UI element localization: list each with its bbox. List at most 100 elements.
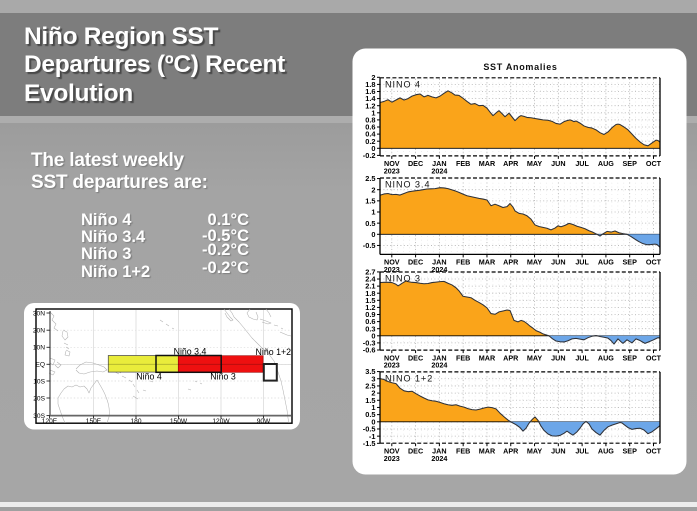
svg-text:Niño 3.4: Niño 3.4 — [174, 346, 207, 356]
svg-text:JAN: JAN — [432, 159, 446, 168]
svg-text:2024: 2024 — [431, 265, 447, 274]
svg-text:0.9: 0.9 — [365, 310, 375, 319]
svg-text:2.1: 2.1 — [365, 282, 375, 291]
svg-text:0: 0 — [371, 144, 375, 153]
svg-text:APR: APR — [503, 446, 519, 455]
svg-text:20S: 20S — [33, 395, 45, 402]
svg-text:JAN: JAN — [432, 446, 446, 455]
svg-text:JUN: JUN — [551, 353, 565, 362]
svg-text:SEP: SEP — [623, 353, 638, 362]
svg-text:DEC: DEC — [408, 353, 423, 362]
svg-text:OCT: OCT — [646, 446, 662, 455]
svg-text:FEB: FEB — [456, 258, 470, 267]
svg-text:JUN: JUN — [551, 446, 565, 455]
svg-text:JUL: JUL — [575, 353, 589, 362]
svg-text:DEC: DEC — [408, 258, 423, 267]
svg-text:JAN: JAN — [432, 353, 446, 362]
svg-text:2023: 2023 — [384, 361, 400, 370]
svg-text:2.7: 2.7 — [365, 268, 375, 277]
svg-text:2023: 2023 — [384, 265, 400, 274]
svg-text:MAR: MAR — [479, 159, 496, 168]
svg-text:JUN: JUN — [551, 159, 565, 168]
svg-text:0: 0 — [371, 417, 375, 426]
svg-text:MAY: MAY — [527, 353, 543, 362]
svg-text:2024: 2024 — [431, 167, 447, 176]
svg-text:0.6: 0.6 — [365, 317, 375, 326]
svg-text:FEB: FEB — [456, 446, 470, 455]
svg-text:1.5: 1.5 — [365, 396, 375, 405]
svg-text:180: 180 — [130, 418, 141, 425]
svg-text:0.4: 0.4 — [365, 130, 376, 139]
svg-text:-1.5: -1.5 — [363, 439, 376, 448]
svg-text:DEC: DEC — [408, 446, 423, 455]
svg-text:2: 2 — [371, 185, 375, 194]
svg-text:NINO 1+2: NINO 1+2 — [385, 373, 433, 383]
svg-text:150W: 150W — [170, 418, 188, 425]
svg-text:APR: APR — [503, 353, 519, 362]
svg-text:3: 3 — [371, 374, 375, 383]
svg-text:2.5: 2.5 — [365, 174, 375, 183]
svg-text:10S: 10S — [33, 378, 45, 385]
svg-text:3.5: 3.5 — [365, 367, 375, 376]
svg-text:JUL: JUL — [575, 446, 589, 455]
svg-text:MAY: MAY — [527, 258, 543, 267]
svg-text:JUL: JUL — [575, 159, 589, 168]
svg-text:1: 1 — [371, 108, 375, 117]
svg-text:0.3: 0.3 — [365, 324, 375, 333]
svg-text:NOV: NOV — [384, 159, 400, 168]
svg-text:AUG: AUG — [598, 353, 614, 362]
svg-text:1.5: 1.5 — [365, 196, 375, 205]
svg-text:0: 0 — [371, 230, 375, 239]
svg-text:1: 1 — [371, 208, 375, 217]
svg-text:APR: APR — [503, 159, 519, 168]
svg-text:1.5: 1.5 — [365, 296, 375, 305]
svg-text:MAR: MAR — [479, 446, 496, 455]
svg-text:30N: 30N — [33, 310, 45, 317]
svg-text:JUN: JUN — [551, 258, 565, 267]
svg-text:1: 1 — [371, 403, 375, 412]
svg-text:-0.2: -0.2 — [363, 151, 376, 160]
svg-text:0.5: 0.5 — [365, 410, 375, 419]
svg-text:-0.3: -0.3 — [363, 339, 376, 348]
svg-text:-0.6: -0.6 — [363, 346, 376, 355]
svg-text:0.2: 0.2 — [365, 137, 375, 146]
svg-text:MAY: MAY — [527, 159, 543, 168]
svg-text:SST Anomalies: SST Anomalies — [483, 62, 557, 72]
svg-text:Niño 3: Niño 3 — [210, 372, 236, 382]
svg-text:0.5: 0.5 — [365, 219, 375, 228]
svg-text:0.6: 0.6 — [365, 123, 375, 132]
svg-text:AUG: AUG — [598, 446, 614, 455]
svg-text:-0.5: -0.5 — [363, 241, 376, 250]
svg-text:OCT: OCT — [646, 353, 662, 362]
svg-text:1.8: 1.8 — [365, 80, 375, 89]
svg-text:DEC: DEC — [408, 159, 423, 168]
svg-text:1.8: 1.8 — [365, 289, 375, 298]
svg-text:OCT: OCT — [646, 159, 662, 168]
svg-text:JUL: JUL — [575, 258, 589, 267]
svg-text:-1: -1 — [369, 432, 376, 441]
svg-text:NOV: NOV — [384, 446, 400, 455]
svg-text:NINO 3.4: NINO 3.4 — [385, 180, 431, 190]
svg-text:NINO 3: NINO 3 — [385, 274, 421, 284]
svg-text:FEB: FEB — [456, 159, 470, 168]
svg-text:1.2: 1.2 — [365, 303, 375, 312]
svg-text:OCT: OCT — [646, 258, 662, 267]
svg-text:MAR: MAR — [479, 258, 496, 267]
svg-text:20N: 20N — [33, 328, 45, 335]
svg-text:1.4: 1.4 — [365, 94, 376, 103]
svg-text:10N: 10N — [33, 345, 45, 352]
svg-text:30S: 30S — [33, 413, 45, 420]
svg-text:EQ: EQ — [35, 362, 45, 369]
svg-text:NINO 4: NINO 4 — [385, 79, 421, 89]
svg-text:2023: 2023 — [384, 454, 400, 463]
svg-text:120W: 120W — [212, 418, 230, 425]
svg-text:0.8: 0.8 — [365, 116, 375, 125]
svg-text:2023: 2023 — [384, 167, 400, 176]
svg-text:MAR: MAR — [479, 353, 496, 362]
svg-text:MAY: MAY — [527, 446, 543, 455]
svg-text:150E: 150E — [86, 418, 102, 425]
svg-text:SEP: SEP — [623, 258, 638, 267]
svg-text:1.6: 1.6 — [365, 87, 375, 96]
svg-text:1.2: 1.2 — [365, 101, 375, 110]
svg-text:90W: 90W — [257, 418, 271, 425]
